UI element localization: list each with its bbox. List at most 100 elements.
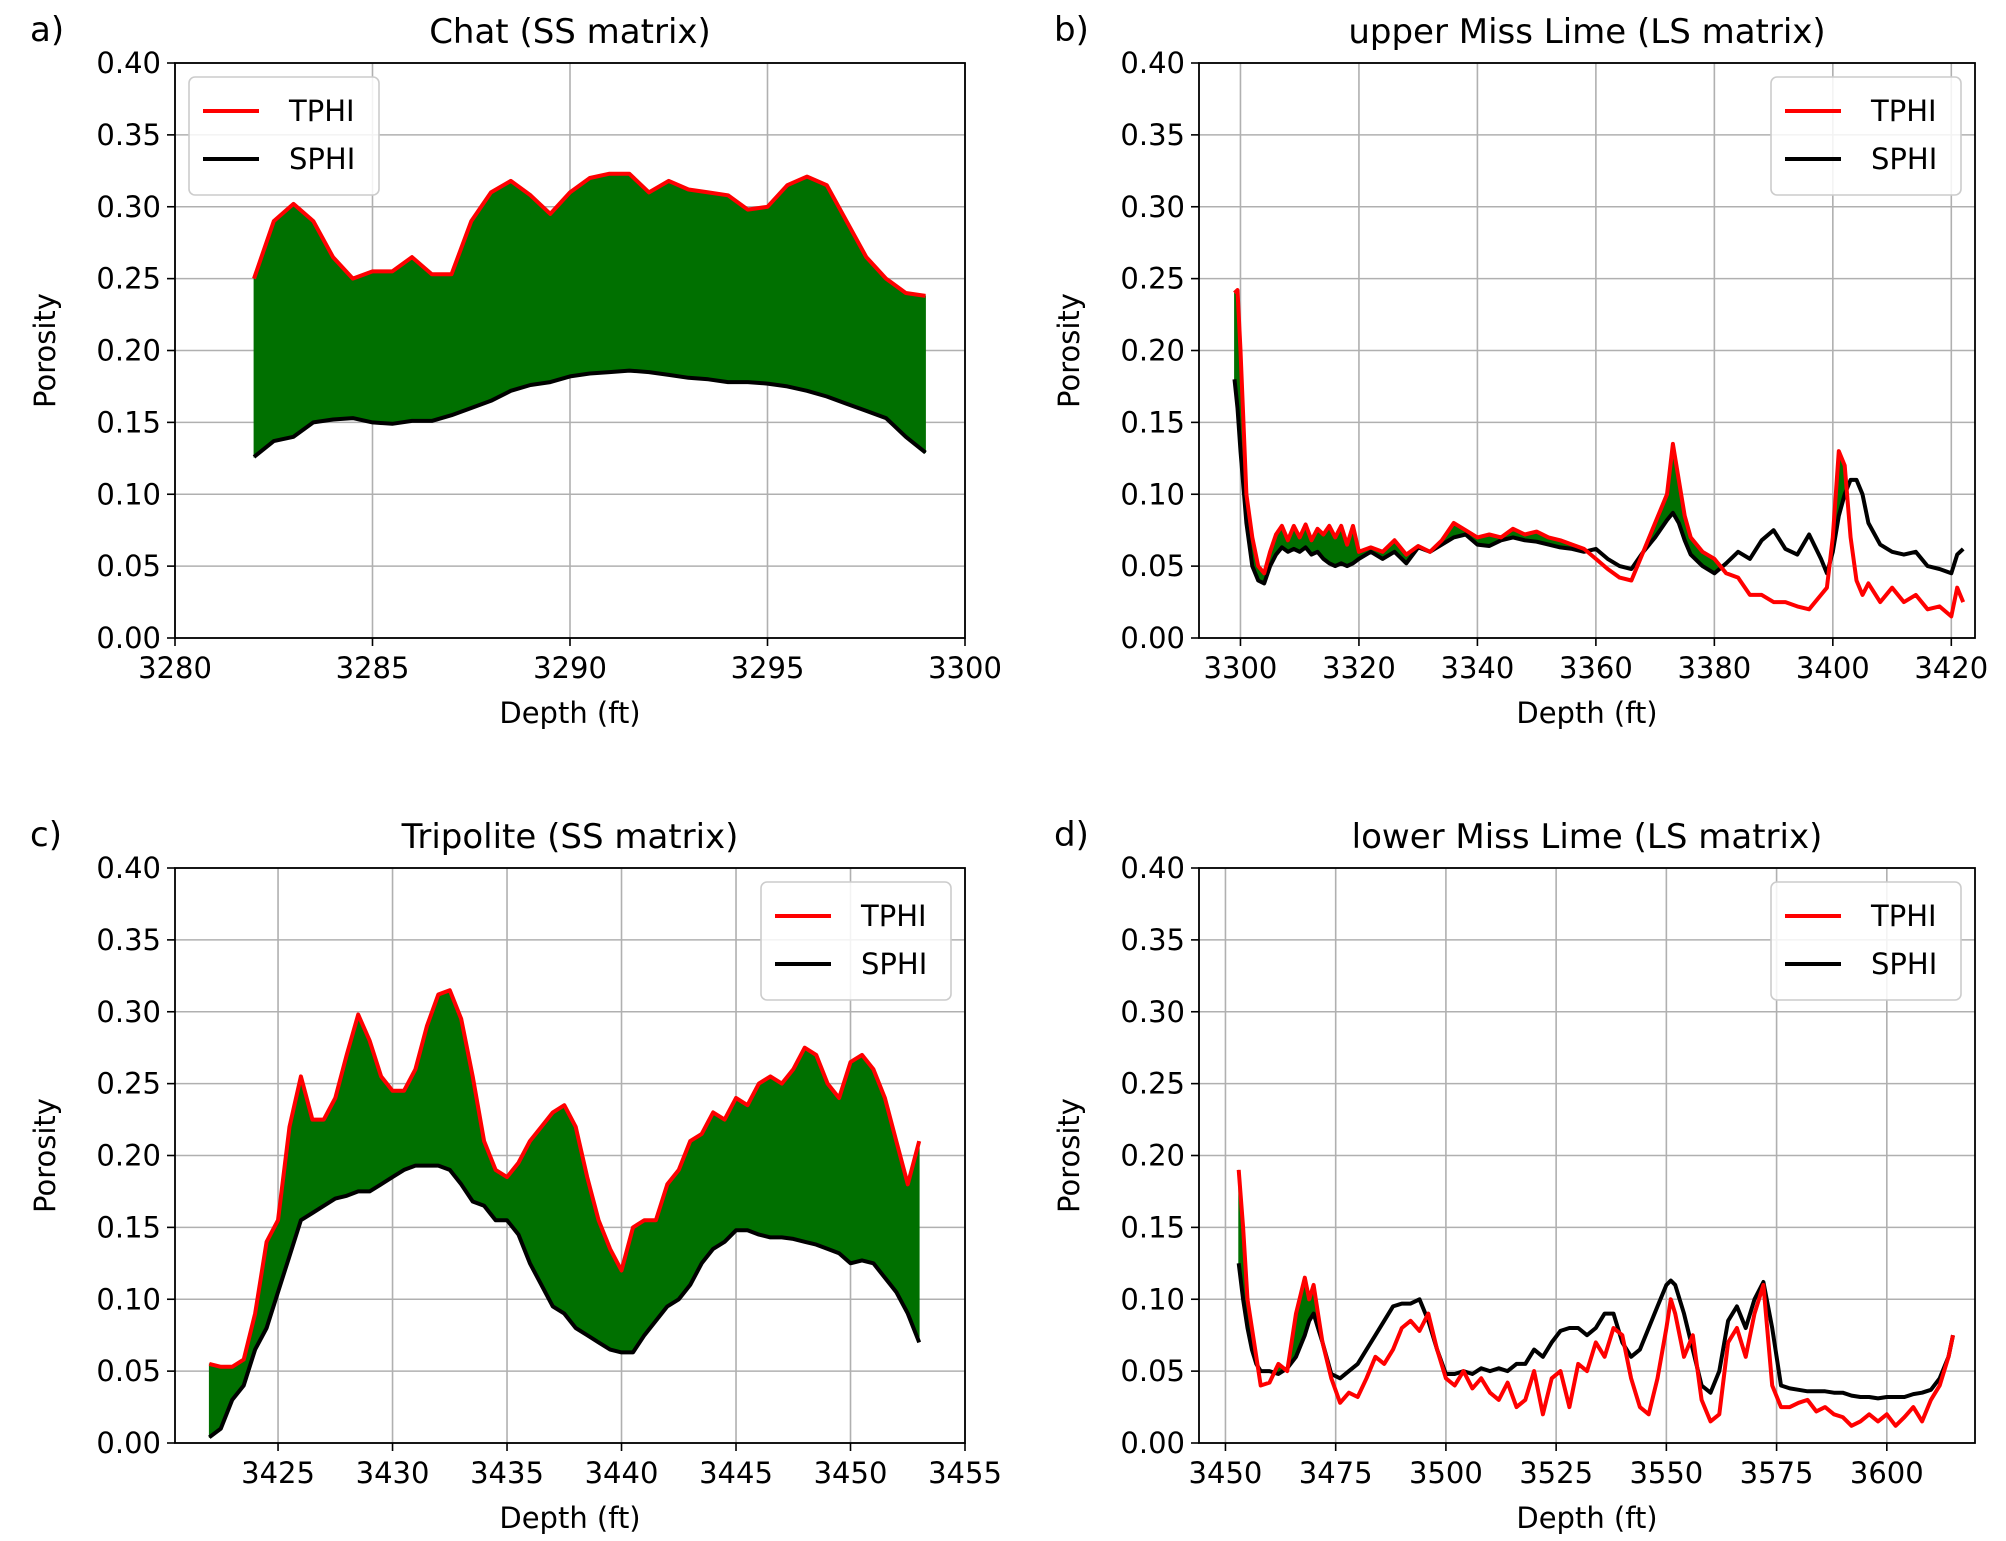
y-tick-label: 0.10 (1120, 1282, 1185, 1316)
legend-label-tphi: TPHI (1870, 94, 1937, 128)
y-tick-label: 0.15 (96, 1210, 161, 1244)
fill-segment (668, 180, 689, 379)
chart-title: Chat (SS matrix) (429, 12, 711, 52)
y-axis-label: Porosity (28, 293, 62, 408)
series-line-sphi (252, 368, 927, 459)
fill-segment (747, 206, 768, 385)
fill-segment (644, 1219, 657, 1337)
fill-segment (735, 1097, 748, 1231)
fill-segment (712, 1111, 725, 1250)
y-tick-label: 0.05 (1120, 1354, 1185, 1388)
fill-segment (609, 173, 630, 373)
y-tick-label: 0.40 (1120, 46, 1185, 80)
fill-segment (873, 1069, 886, 1279)
legend-label-tphi: TPHI (1870, 899, 1937, 933)
legend-label-sphi: SPHI (861, 947, 927, 981)
fill-segment (767, 184, 788, 387)
y-tick-label: 0.05 (96, 1354, 161, 1388)
fill-segment (628, 172, 650, 373)
series-line-tphi (1236, 1169, 1955, 1428)
x-tick-label: 3575 (1740, 1456, 1814, 1490)
x-tick-label: 3440 (585, 1456, 659, 1490)
y-tick-label: 0.35 (96, 923, 161, 957)
fill-between-area (208, 989, 920, 1439)
fill-segment (827, 1082, 840, 1254)
fill-segment (437, 989, 451, 1171)
y-tick-label: 0.00 (96, 1426, 161, 1460)
x-tick-label: 3420 (1914, 651, 1988, 685)
fill-segment (332, 256, 354, 420)
x-axis-label: Depth (ft) (1516, 696, 1657, 730)
fill-segment (380, 1075, 393, 1186)
y-axis-label: Porosity (28, 1098, 62, 1213)
fill-segment (747, 1083, 760, 1236)
x-tick-label: 3295 (731, 651, 805, 685)
fill-segment (781, 1068, 794, 1240)
fill-segment (372, 270, 393, 425)
legend: TPHI SPHI (760, 881, 952, 1001)
fill-segment (411, 256, 433, 422)
x-tick-label: 3285 (336, 651, 410, 685)
y-axis-label: Porosity (1052, 1098, 1086, 1213)
fill-segment (431, 273, 452, 422)
x-tick-label: 3450 (1189, 1456, 1263, 1490)
legend-box (760, 881, 952, 1001)
fill-segment (541, 1111, 554, 1307)
y-tick-label: 0.35 (1120, 923, 1185, 957)
x-tick-label: 3400 (1796, 651, 1870, 685)
x-tick-label: 3300 (1204, 651, 1278, 685)
fill-segment (470, 191, 492, 409)
series-line-tphi (1233, 288, 1966, 619)
x-tick-label: 3500 (1409, 1456, 1483, 1490)
fill-segment (689, 1133, 703, 1286)
legend: TPHI SPHI (188, 76, 380, 196)
legend-label-sphi: SPHI (289, 142, 355, 176)
fill-segment (707, 191, 729, 383)
fill-segment (758, 1075, 771, 1238)
x-tick-label: 3280 (138, 651, 212, 685)
legend-box (1770, 76, 1962, 196)
chart-title: lower Miss Lime (LS matrix) (1352, 817, 1823, 857)
fill-segment (490, 180, 512, 402)
y-tick-label: 0.25 (96, 262, 161, 296)
fill-segment (552, 1104, 565, 1315)
chart-panel-a: 3280 3285 3290 3295 3300 0.00 0.05 0.10 0.15 0.20… (28, 10, 1002, 730)
y-tick-label: 0.25 (1120, 262, 1185, 296)
x-tick-label: 3300 (928, 651, 1002, 685)
y-tick-label: 0.35 (96, 118, 161, 152)
fill-segment (648, 180, 670, 376)
x-tick-label: 3455 (928, 1456, 1002, 1490)
fill-segment (865, 256, 887, 419)
y-tick-label: 0.20 (96, 1139, 161, 1173)
fill-segment (391, 256, 413, 425)
y-tick-label: 0.10 (96, 1282, 161, 1316)
y-axis-label: Porosity (1052, 293, 1086, 408)
legend-label-sphi: SPHI (1871, 142, 1937, 176)
fill-segment (806, 175, 828, 398)
x-tick-label: 3290 (533, 651, 607, 685)
y-tick-label: 0.25 (96, 1067, 161, 1101)
y-tick-label: 0.30 (1120, 190, 1185, 224)
panel-label: c) (30, 815, 62, 855)
fill-segment (770, 1075, 783, 1238)
fill-segment (792, 1047, 806, 1243)
series-line-tphi (208, 988, 922, 1369)
fill-segment (569, 177, 591, 377)
fill-segment (850, 1054, 863, 1264)
fill-segment (253, 220, 275, 458)
y-tick-label: 0.20 (1120, 1139, 1185, 1173)
fill-segment (666, 1168, 680, 1308)
fill-segment (885, 277, 907, 438)
x-tick-label: 3525 (1519, 1456, 1593, 1490)
fill-segment (352, 270, 373, 423)
chart-title: Tripolite (SS matrix) (401, 817, 739, 857)
y-tick-label: 0.05 (1120, 549, 1185, 583)
y-tick-label: 0.30 (96, 190, 161, 224)
fill-segment (589, 173, 610, 374)
fill-segment (529, 1125, 542, 1286)
fill-segment (510, 180, 531, 392)
fill-segment (632, 1219, 645, 1354)
panel-label: b) (1054, 10, 1089, 50)
legend-box (188, 76, 380, 196)
series-line-sphi (1236, 1263, 1955, 1401)
